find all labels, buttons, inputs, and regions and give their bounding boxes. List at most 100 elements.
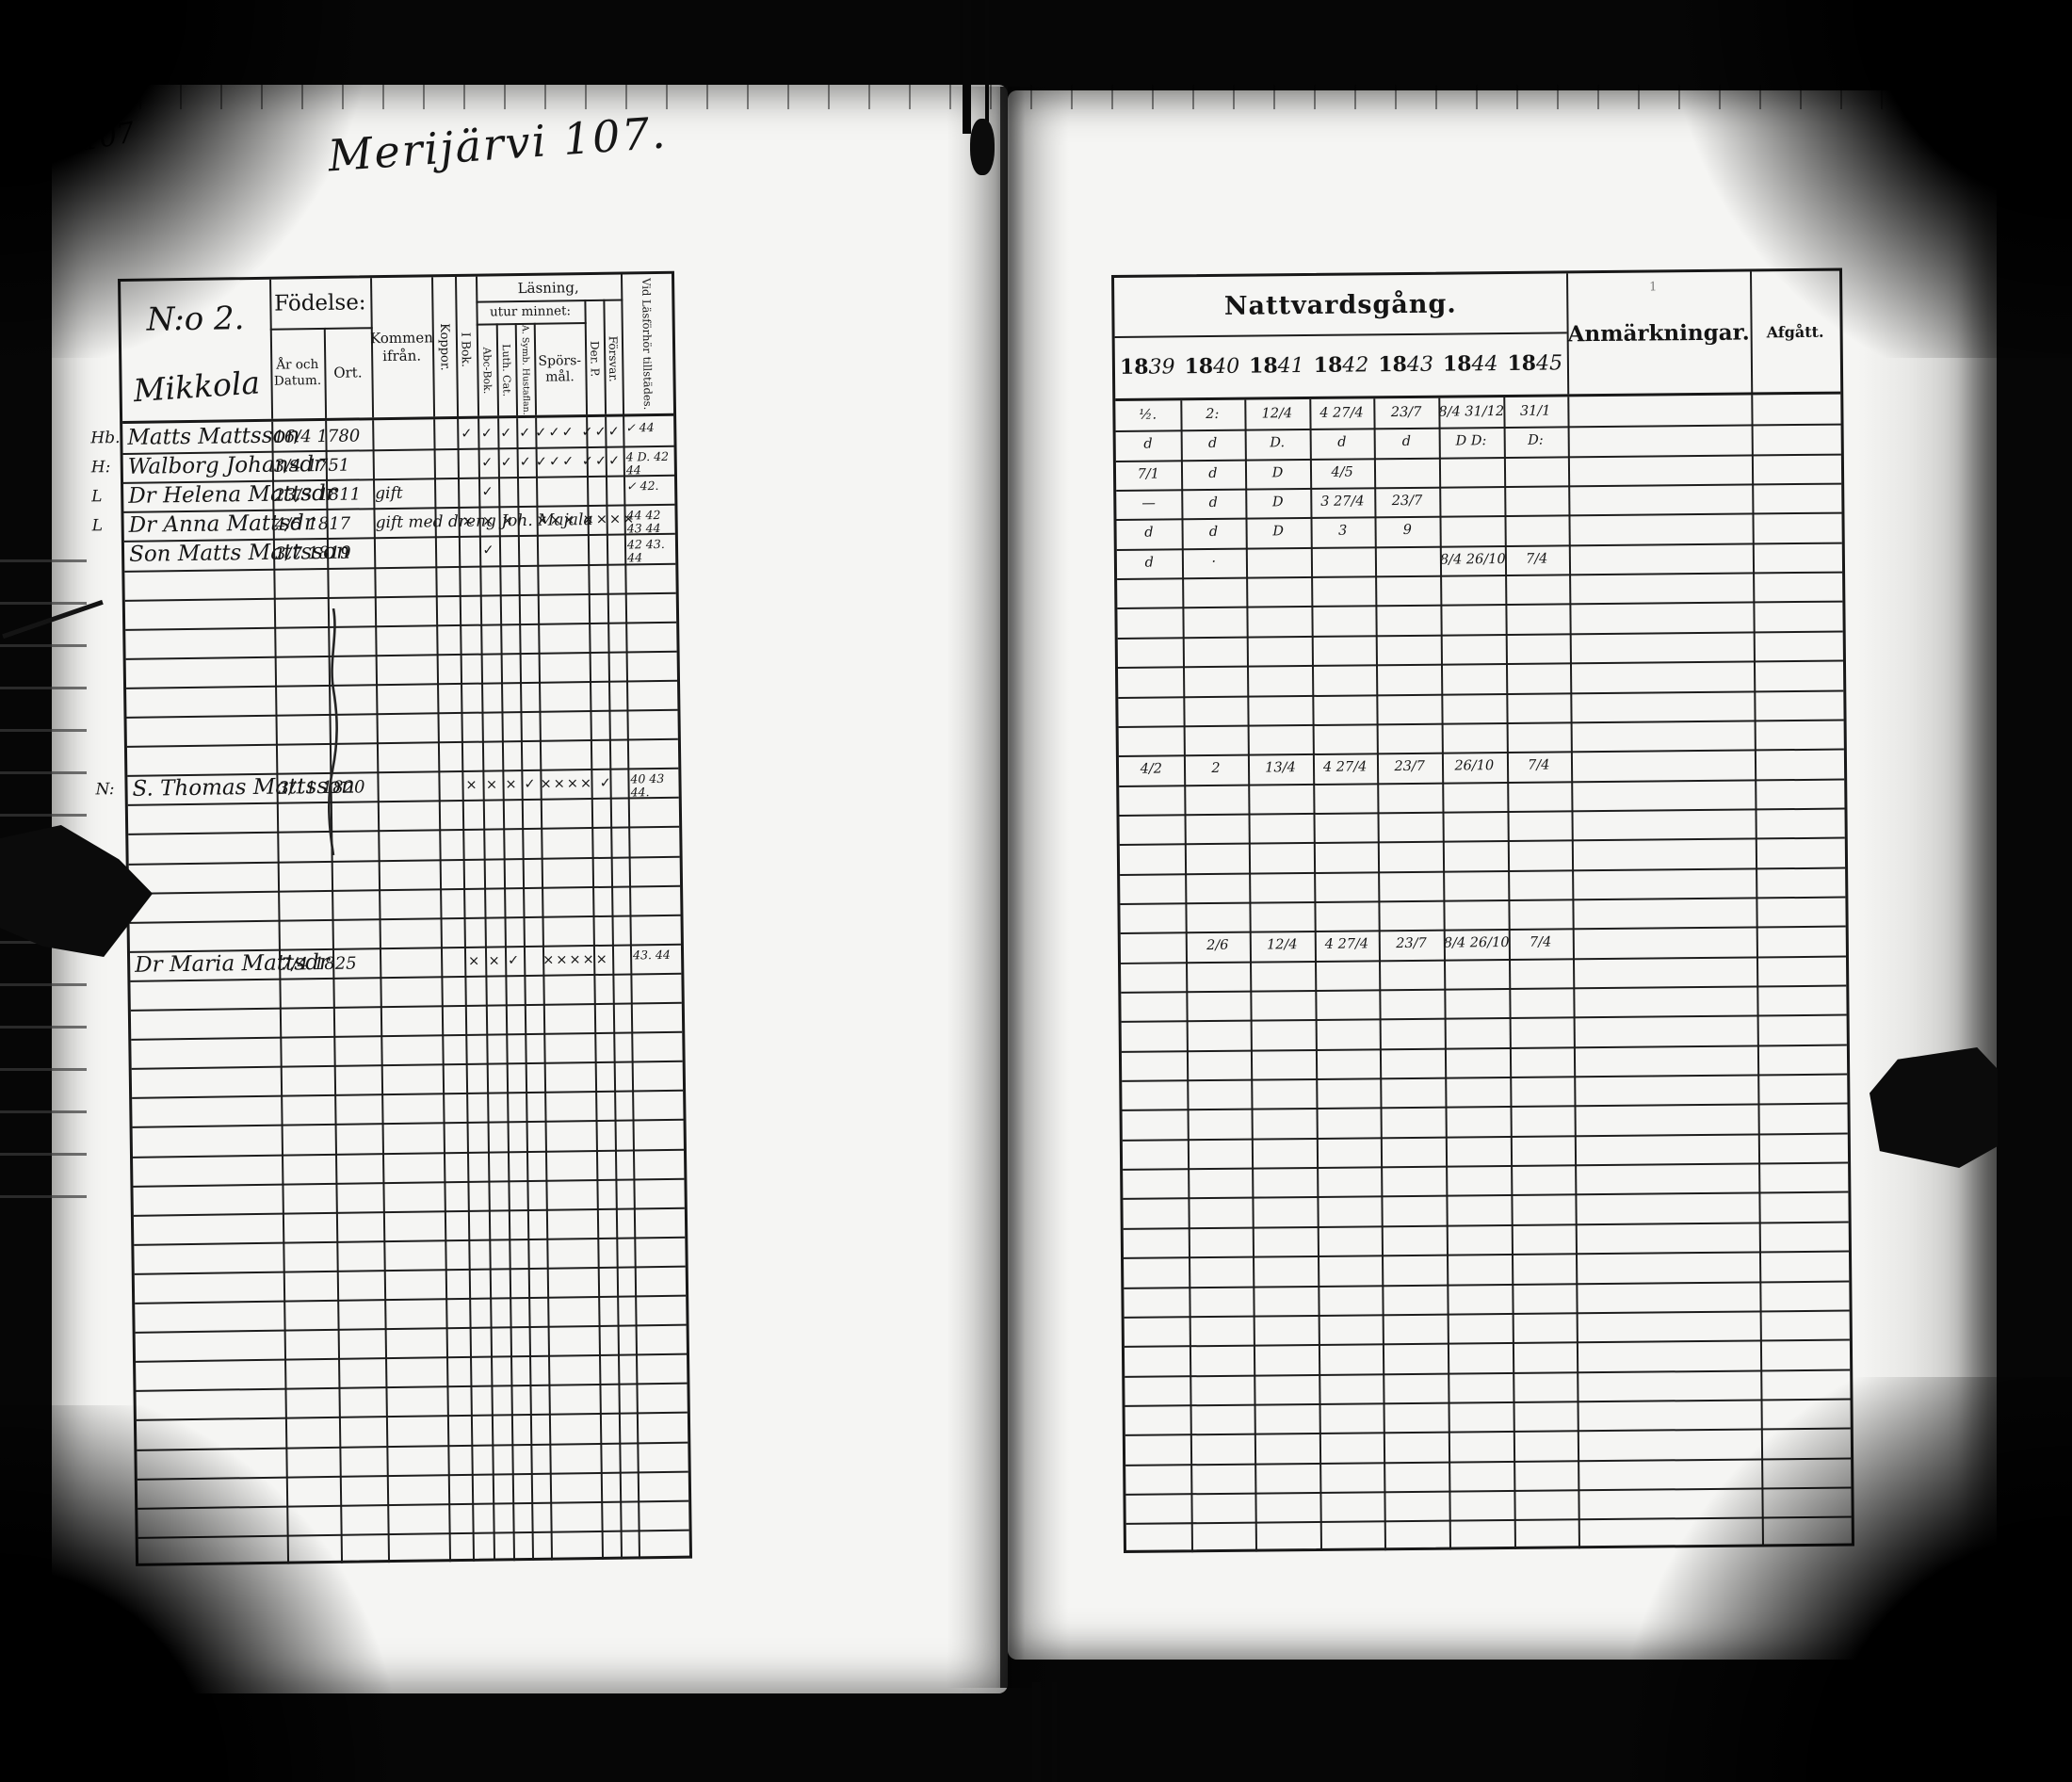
column-line (586, 417, 605, 1560)
column-line (433, 419, 452, 1563)
row-line (1121, 1013, 1847, 1024)
year-print-prefix: 18 (1119, 354, 1149, 380)
row-line (1119, 807, 1845, 817)
remarks-header: Anmärkningar. (1567, 318, 1750, 347)
communion-date: D (1271, 464, 1284, 481)
smallpox-header: Koppor. (437, 322, 452, 371)
communion-date: d (1143, 436, 1153, 453)
communion-date: 3 (1338, 524, 1348, 540)
communion-date: d (1144, 555, 1154, 571)
birth-date: 23/3 1811 (274, 484, 362, 506)
year-hand-suffix: 39 (1148, 354, 1175, 380)
margin-note: N: (95, 780, 115, 800)
birth-date: 3/4 1751 (273, 455, 350, 477)
communion-date: 23/7 (1390, 404, 1422, 421)
row-line (1124, 1338, 1850, 1349)
communion-date: 7/4 (1529, 934, 1552, 951)
row-line (130, 1001, 682, 1012)
binding-thread (963, 0, 971, 134)
attendance-note: 4 D. 42 44 (625, 448, 670, 478)
year-hand-suffix: 42 (1342, 352, 1369, 378)
communion-date: 7/4 (1528, 757, 1550, 773)
row-line (138, 1529, 689, 1539)
by-heart-header: utur minnet: (489, 303, 572, 320)
reading-mark: × (488, 953, 502, 969)
communion-date: 12/4 (1266, 937, 1298, 953)
reading-mark: ✓ (519, 454, 533, 471)
communion-date: 2 (1211, 761, 1221, 777)
row-line (1117, 659, 1843, 670)
questions-header: Spörs-mål. (538, 352, 582, 385)
communion-date: 3 27/4 (1320, 494, 1365, 510)
row-line (137, 1441, 688, 1451)
year-print-prefix: 18 (1442, 351, 1472, 377)
row-line (138, 1499, 689, 1510)
communion-date: 4 27/4 (1322, 759, 1368, 776)
communion-date: 9 (1402, 523, 1412, 539)
year-print-prefix: 18 (1248, 353, 1278, 379)
communion-date: 8/4 31/12 (1438, 404, 1505, 420)
year-header: 18 40 (1179, 335, 1244, 398)
year-print-prefix: 18 (1313, 352, 1343, 378)
communion-date: 4 27/4 (1319, 405, 1364, 421)
row-line (136, 1353, 688, 1364)
year-print-prefix: 18 (1507, 350, 1537, 376)
row-line (134, 1236, 686, 1246)
communion-date: ½. (1139, 407, 1157, 423)
arrived-from-note: gift (375, 483, 403, 504)
communion-date: 7/1 (1137, 466, 1160, 482)
column-line (372, 420, 391, 1563)
column-line (457, 418, 476, 1562)
reading-mark: ✓ (480, 426, 495, 442)
row-line (1123, 1191, 1849, 1201)
row-line (1118, 748, 1844, 758)
departed-header: Afgått. (1766, 322, 1824, 341)
row-line (1123, 1221, 1849, 1230)
birth-date: 4/5 1817 (274, 513, 351, 535)
communion-date: 4 27/4 (1324, 936, 1369, 953)
reading-mark: ✓ (482, 543, 496, 559)
attendance-note: 42 43. 44 (626, 537, 665, 565)
row-line (124, 591, 676, 602)
row-line (131, 1030, 683, 1041)
reading-mark: ✓ (481, 455, 495, 471)
communion-date: d (1208, 525, 1219, 541)
row-line (132, 1090, 684, 1100)
symbolum-header: A. Symb. Hustaflan. (519, 324, 532, 415)
reading-mark: ✓ (500, 426, 514, 442)
year-header: 18 45 (1502, 332, 1567, 395)
year-header: 18 41 (1244, 334, 1309, 397)
column-line (497, 418, 516, 1562)
year-print-prefix: 18 (1378, 351, 1408, 378)
row-line (1122, 1102, 1848, 1112)
row-line (1121, 984, 1847, 994)
year-hand-suffix: 43 (1406, 352, 1434, 377)
row-line (125, 621, 677, 631)
communion-date: 4/2 (1140, 761, 1163, 777)
column-line (605, 416, 623, 1560)
communion-date: 12/4 (1261, 406, 1293, 422)
birth-group-header: Födelse: (274, 290, 366, 316)
reading-mark: ××××× (542, 951, 610, 968)
column-line (1751, 395, 1764, 1547)
column-line (325, 420, 344, 1563)
communion-date: D (1272, 524, 1284, 540)
column-line (1502, 397, 1516, 1549)
abc-book-header: Abc-Bok. (480, 347, 494, 395)
row-line (126, 708, 678, 719)
row-line (132, 1119, 684, 1129)
margin-note: H: (90, 458, 111, 478)
reading-mark: ✓ (500, 455, 514, 471)
reading-mark: ✓ (507, 952, 522, 969)
row-line (135, 1294, 687, 1304)
gutter-shadow (947, 87, 1069, 1688)
attendance-note: 43. 44 (632, 947, 671, 963)
vertical-squiggle (328, 608, 338, 855)
der-p-header: Der. P. (588, 340, 602, 378)
reading-mark: ✓✓✓ ✓✓✓ (535, 453, 623, 470)
arrived-from-header: Kommen ifrån. (369, 328, 433, 365)
communion-date: d (1208, 494, 1218, 511)
year-header: 18 44 (1438, 332, 1503, 396)
binding-thread (1032, 1682, 1041, 1782)
communion-date: 31/1 (1519, 403, 1551, 419)
